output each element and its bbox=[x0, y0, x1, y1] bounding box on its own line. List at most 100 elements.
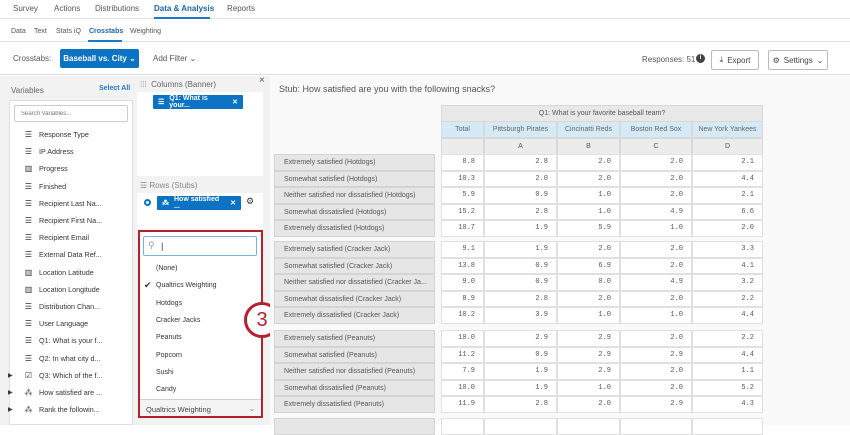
variable-item[interactable]: ☰ Q2: In what city d... bbox=[24, 354, 101, 363]
add-filter-button[interactable]: Add Filter ⌄ bbox=[153, 54, 196, 63]
variable-item[interactable]: ☰ IP Address bbox=[24, 147, 74, 156]
weight-option[interactable]: Cracker Jacks bbox=[156, 316, 201, 324]
weight-select[interactable]: Qualtrics Weighting ⌄ bbox=[140, 399, 261, 416]
variable-label: Distribution Chan... bbox=[39, 302, 101, 311]
variable-item[interactable]: ☰ User Language bbox=[24, 319, 88, 328]
rows-dropzone[interactable]: ⁂ How satisfied ... ✕ ⚙ bbox=[137, 193, 263, 229]
data-cell: 11.9 bbox=[441, 396, 484, 413]
remove-icon[interactable]: ✕ bbox=[230, 200, 236, 207]
variable-item[interactable]: ☰ Recipient Last Na... bbox=[24, 199, 102, 208]
expand-icon[interactable]: ▶ bbox=[8, 407, 13, 414]
bar-chart-icon: ▥ bbox=[24, 267, 33, 277]
data-cell: 2.0 bbox=[620, 257, 692, 274]
remove-icon[interactable]: ✕ bbox=[232, 99, 238, 106]
chevron-down-icon: ⌄ bbox=[129, 54, 136, 63]
column-chip[interactable]: ☰ Q1: What is your... ✕ bbox=[153, 95, 243, 109]
variable-item[interactable]: ▶ ⁂ Rank the followin... bbox=[8, 405, 100, 415]
variable-item[interactable]: ▶ ☑ Q3: Which of the f... bbox=[8, 370, 103, 380]
column-letter: D bbox=[692, 138, 763, 155]
weight-option[interactable]: Popcorn bbox=[156, 351, 183, 359]
matrix-icon: ⁂ bbox=[24, 388, 33, 397]
crosstab-select[interactable]: Baseball vs. City ⌄ bbox=[60, 49, 139, 68]
variable-item[interactable]: ▥ Location Longitude bbox=[24, 285, 100, 294]
weight-option[interactable]: Candy bbox=[156, 386, 177, 394]
weight-option[interactable]: Hotdogs bbox=[156, 299, 183, 307]
variable-label: Finished bbox=[39, 181, 67, 191]
nav-actions[interactable]: Actions bbox=[54, 4, 81, 13]
data-cell: 10.7 bbox=[441, 220, 484, 237]
variable-item[interactable]: ☰ Finished bbox=[24, 182, 66, 191]
data-cell: 2.0 bbox=[620, 379, 692, 396]
weight-option[interactable]: (None) bbox=[156, 265, 178, 272]
nav-survey[interactable]: Survey bbox=[13, 4, 38, 13]
column-header: Pittsburgh Pirates bbox=[484, 121, 557, 138]
variable-item[interactable]: ☰ External Data Ref... bbox=[24, 250, 102, 259]
chevron-down-icon: ⌄ bbox=[248, 404, 255, 413]
tab-crosstabs[interactable]: Crosstabs bbox=[89, 28, 124, 35]
columns-title: ⁞⁞⁞ Columns (Banner) bbox=[140, 80, 216, 89]
row-chip[interactable]: ⁂ How satisfied ... ✕ bbox=[157, 196, 241, 210]
variables-list bbox=[9, 100, 133, 425]
nav-reports[interactable]: Reports bbox=[227, 4, 256, 13]
banner-header: Q1: What is your favorite baseball team? bbox=[441, 105, 763, 122]
matrix-icon: ⁂ bbox=[162, 200, 169, 207]
data-cell bbox=[692, 418, 763, 435]
data-cell: 5.9 bbox=[557, 220, 620, 237]
weight-option[interactable]: Sushi bbox=[156, 368, 174, 376]
tab-data[interactable]: Data bbox=[11, 28, 26, 35]
drag-handle-icon[interactable]: ⁞⁞⁞ bbox=[140, 80, 147, 89]
row-label: Neither satisfied nor dissatisfied (Hotd… bbox=[274, 187, 435, 204]
settings-label: Settings bbox=[783, 55, 813, 65]
variable-item[interactable]: ▶ ⁂ How satisfied are ... bbox=[8, 388, 102, 397]
variable-label: User Language bbox=[39, 319, 89, 329]
expand-icon[interactable]: ▶ bbox=[8, 372, 13, 379]
nav-data-analysis[interactable]: Data & Analysis bbox=[154, 4, 215, 13]
data-cell: 10.3 bbox=[441, 170, 484, 187]
tab-stats-iq[interactable]: Stats iQ bbox=[56, 28, 81, 35]
expand-icon[interactable]: ▶ bbox=[8, 390, 13, 396]
data-cell: 6.9 bbox=[557, 257, 620, 274]
column-chip-label: Q1: What is your... bbox=[169, 95, 208, 109]
columns-dropzone[interactable]: ☰ Q1: What is your... ✕ bbox=[137, 92, 263, 176]
tab-weighting[interactable]: Weighting bbox=[130, 28, 162, 35]
close-icon[interactable]: × bbox=[259, 75, 265, 86]
settings-button[interactable]: ⚙ Settings ⌄ bbox=[768, 50, 828, 70]
variable-item[interactable]: ☰ Recipient First Na... bbox=[24, 216, 102, 225]
variable-label: Q3: Which of the f... bbox=[39, 370, 103, 380]
export-button[interactable]: ⤓ Export bbox=[711, 50, 759, 70]
data-cell: 9.0 bbox=[441, 274, 484, 291]
list-icon: ☰ bbox=[24, 216, 33, 225]
data-cell: 3.9 bbox=[484, 307, 557, 324]
nav-distributions[interactable]: Distributions bbox=[95, 4, 140, 13]
variable-item[interactable]: ☰ Q1: What is your f... bbox=[24, 336, 103, 345]
search-variables-input[interactable] bbox=[14, 105, 128, 122]
weight-option[interactable]: Qualtrics Weighting bbox=[156, 282, 217, 290]
radio-button[interactable] bbox=[144, 199, 151, 206]
row-label: Somewhat dissatisfied (Cracker Jack) bbox=[274, 290, 435, 307]
variable-label: Rank the followin... bbox=[39, 405, 100, 415]
tab-text[interactable]: Text bbox=[34, 28, 47, 35]
data-cell: 8.8 bbox=[441, 154, 484, 171]
variable-item[interactable]: ▥ Location Latitude bbox=[24, 268, 94, 277]
variable-label: Response Type bbox=[39, 130, 89, 139]
weight-option[interactable]: Peanuts bbox=[156, 334, 182, 342]
variable-item[interactable]: ☰ Distribution Chan... bbox=[24, 302, 100, 311]
data-cell: 5.9 bbox=[441, 187, 484, 204]
data-cell: 13.8 bbox=[441, 257, 484, 274]
column-letter bbox=[441, 138, 484, 155]
weight-search-input[interactable]: ⚲ | bbox=[143, 236, 257, 256]
data-cell: 5.2 bbox=[692, 379, 763, 396]
data-cell: 9.1 bbox=[441, 241, 484, 258]
row-label: Neither satisfied nor dissatisfied (Pean… bbox=[274, 363, 435, 380]
variable-label: Recipient Email bbox=[39, 233, 89, 243]
info-icon[interactable]: i bbox=[696, 54, 705, 63]
select-all-link[interactable]: Select All bbox=[99, 85, 131, 92]
weight-selected-label: Qualtrics Weighting bbox=[146, 405, 211, 414]
check-icon: ✔ bbox=[144, 280, 152, 291]
gear-icon[interactable]: ⚙ bbox=[246, 196, 255, 206]
data-cell bbox=[557, 418, 620, 435]
variable-item[interactable]: ☰ Response Type bbox=[24, 130, 89, 139]
variable-item[interactable]: ☰ Recipient Email bbox=[24, 233, 89, 242]
data-cell: 2.0 bbox=[620, 330, 692, 347]
variable-item[interactable]: ▥ Progress bbox=[24, 164, 68, 173]
